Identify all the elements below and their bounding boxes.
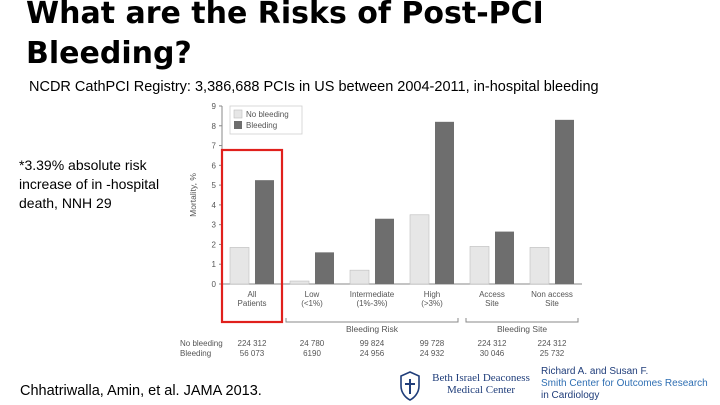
count-value: 30 046 xyxy=(480,349,505,358)
group-bracket xyxy=(285,318,459,323)
y-tick-label: 1 xyxy=(212,260,217,269)
y-tick-label: 7 xyxy=(212,142,217,151)
count-value: 99 824 xyxy=(360,339,385,348)
risk-note: *3.39% absolute risk increase of in -hos… xyxy=(19,157,160,211)
x-tick-label: (1%-3%) xyxy=(356,299,387,308)
count-value: 99 728 xyxy=(420,339,445,348)
y-axis-title: Mortality, % xyxy=(188,173,198,217)
y-tick-label: 0 xyxy=(212,280,217,289)
group-bracket xyxy=(465,318,579,323)
bar-bleeding xyxy=(375,218,394,284)
count-row-label: Bleeding xyxy=(180,349,211,358)
group-label: Bleeding Risk xyxy=(346,324,399,334)
count-value: 224 312 xyxy=(538,339,567,348)
y-tick-label: 3 xyxy=(212,221,217,230)
count-value: 6190 xyxy=(303,349,321,358)
bar-no-bleeding xyxy=(289,280,310,285)
bar-no-bleeding xyxy=(469,246,490,285)
bar-no-bleeding xyxy=(349,269,370,285)
citation: Chhatriwalla, Amin, et al. JAMA 2013. xyxy=(20,383,262,399)
group-label: Bleeding Site xyxy=(497,324,547,334)
y-tick-label: 2 xyxy=(212,240,217,249)
legend-label: Bleeding xyxy=(246,121,277,130)
slide-title: What are the Risks of Post-PCI Bleeding? xyxy=(26,0,544,71)
x-tick-label: Non access xyxy=(531,290,573,299)
bar-bleeding xyxy=(315,252,334,284)
hospital-logo-emblem xyxy=(400,371,420,401)
legend-swatch xyxy=(233,109,243,119)
x-tick-label: Patients xyxy=(238,299,267,308)
x-tick-label: All xyxy=(248,290,257,299)
y-tick-label: 8 xyxy=(212,122,217,131)
count-value: 24 956 xyxy=(360,349,385,358)
x-tick-label: Low xyxy=(305,290,320,299)
hospital-logo-text: Beth Israel Deaconess Medical Center xyxy=(432,372,530,396)
count-value: 24 780 xyxy=(300,339,325,348)
x-tick-label: (<1%) xyxy=(301,299,323,308)
y-tick-label: 9 xyxy=(212,102,217,111)
x-tick-label: Intermediate xyxy=(350,290,395,299)
outcomes-center-text: Richard A. and Susan F. Smith Center for… xyxy=(541,366,719,402)
bar-no-bleeding xyxy=(409,214,430,285)
bar-bleeding xyxy=(255,180,274,284)
legend-swatch xyxy=(234,121,242,129)
bar-bleeding xyxy=(435,121,454,284)
bar-bleeding xyxy=(555,119,574,284)
count-value: 224 312 xyxy=(238,339,267,348)
y-tick-label: 5 xyxy=(212,181,217,190)
center-line-2: Smith Center for Outcomes Research xyxy=(541,378,708,389)
x-tick-label: Access xyxy=(479,290,505,299)
y-tick-label: 6 xyxy=(212,161,217,170)
x-tick-label: Site xyxy=(545,299,559,308)
center-line-3: in Cardiology xyxy=(541,390,600,401)
bar-bleeding xyxy=(495,231,514,284)
center-line-1: Richard A. and Susan F. xyxy=(541,366,649,377)
slide-subtitle: NCDR CathPCI Registry: 3,386,688 PCIs in… xyxy=(29,79,599,95)
count-row-label: No bleeding xyxy=(180,339,223,348)
y-tick-label: 4 xyxy=(212,201,217,210)
bar-no-bleeding xyxy=(529,247,550,285)
count-value: 224 312 xyxy=(478,339,507,348)
x-tick-label: High xyxy=(424,290,440,299)
count-value: 24 932 xyxy=(420,349,445,358)
count-value: 56 073 xyxy=(240,349,265,358)
legend-label: No bleeding xyxy=(246,110,289,119)
highlight-box xyxy=(220,148,284,324)
bar-no-bleeding xyxy=(229,247,250,285)
x-tick-label: (>3%) xyxy=(421,299,443,308)
count-value: 25 732 xyxy=(540,349,565,358)
x-tick-label: Site xyxy=(485,299,499,308)
